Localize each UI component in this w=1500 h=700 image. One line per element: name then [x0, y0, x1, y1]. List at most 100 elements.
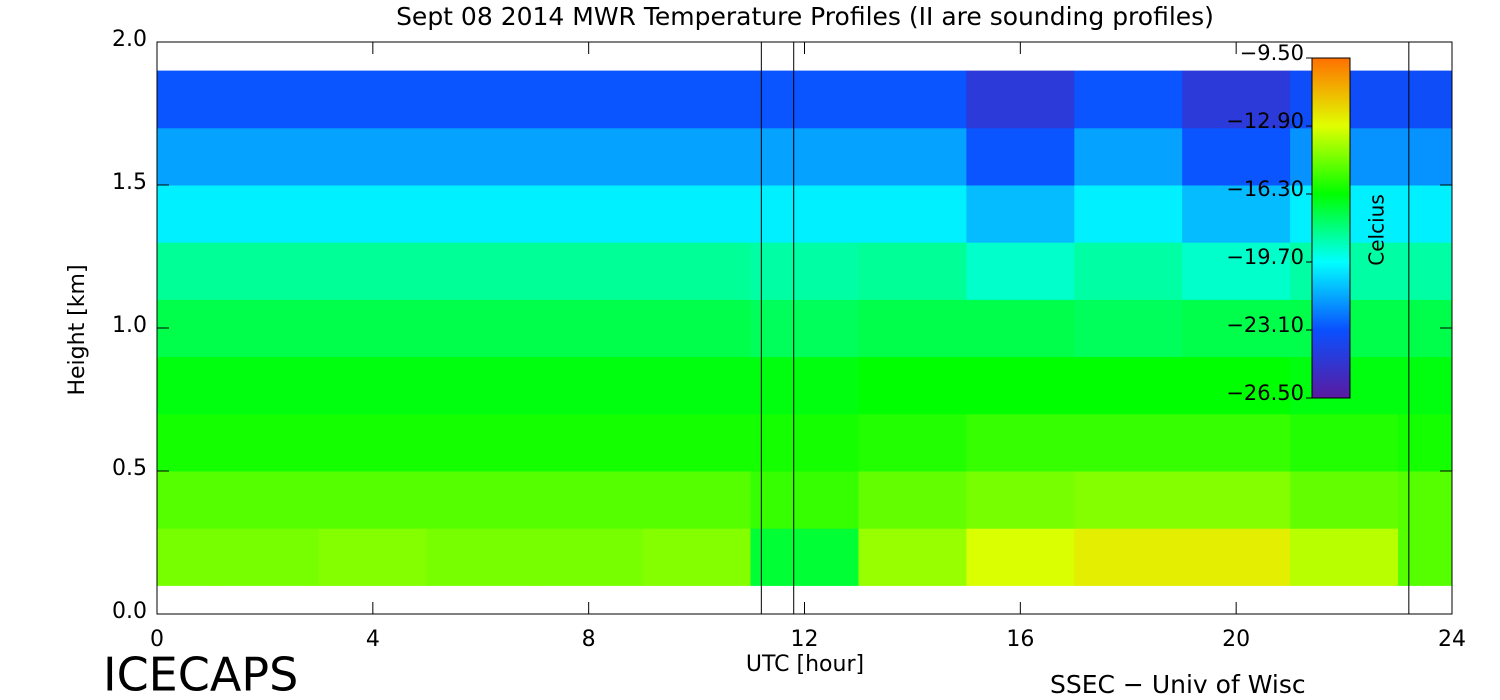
- heat-cell: [318, 299, 428, 358]
- heat-cell: [1398, 127, 1452, 186]
- heat-cell: [534, 127, 644, 186]
- heat-cell: [426, 185, 536, 243]
- heat-cell: [750, 185, 859, 243]
- x-tick-label: 12: [791, 627, 819, 652]
- footer-left: ICECAPS: [103, 648, 298, 700]
- heat-cell: [1398, 471, 1452, 529]
- heat-cell: [1182, 185, 1291, 243]
- heat-cell: [210, 242, 320, 300]
- heat-cell: [318, 185, 428, 243]
- heat-cell: [157, 185, 212, 243]
- heat-cell: [966, 528, 1075, 586]
- heat-cell: [157, 70, 212, 129]
- y-tick-label: 0.0: [112, 599, 147, 624]
- heat-cell: [210, 70, 320, 129]
- heat-cell: [642, 70, 752, 129]
- heat-cell: [426, 471, 536, 529]
- heat-cell: [642, 413, 752, 472]
- y-tick-label: 1.0: [112, 313, 147, 338]
- x-tick-label: 0: [150, 627, 164, 652]
- heat-cell: [210, 299, 320, 358]
- heat-cell: [750, 70, 859, 129]
- heat-cell: [966, 299, 1075, 358]
- heat-cell: [858, 127, 967, 186]
- heat-cell: [750, 471, 859, 529]
- heatmap: [157, 70, 1452, 586]
- heat-cell: [642, 356, 752, 415]
- heat-cell: [1074, 185, 1183, 243]
- heat-cell: [534, 413, 644, 472]
- heat-cell: [426, 528, 536, 586]
- heat-cell: [318, 413, 428, 472]
- heat-cell: [858, 471, 967, 529]
- heat-cell: [534, 356, 644, 415]
- heat-cell: [426, 413, 536, 472]
- heat-cell: [750, 356, 859, 415]
- heat-cell: [750, 528, 859, 586]
- heat-cell: [318, 471, 428, 529]
- heat-cell: [858, 413, 967, 472]
- heat-cell: [534, 70, 644, 129]
- heat-cell: [157, 242, 212, 300]
- heat-cell: [534, 528, 644, 586]
- heat-cell: [966, 127, 1075, 186]
- heat-cell: [966, 471, 1075, 529]
- heat-cell: [1398, 413, 1452, 472]
- heat-cell: [642, 185, 752, 243]
- heat-cell: [642, 471, 752, 529]
- heat-cell: [318, 356, 428, 415]
- heat-cell: [426, 70, 536, 129]
- heat-cell: [426, 299, 536, 358]
- heat-cell: [1182, 356, 1291, 415]
- x-tick-label: 4: [366, 627, 380, 652]
- heat-cell: [1182, 70, 1291, 129]
- heat-cell: [1074, 413, 1183, 472]
- heat-cell: [534, 242, 644, 300]
- heat-cell: [318, 242, 428, 300]
- heat-cell: [858, 185, 967, 243]
- heat-cell: [318, 70, 428, 129]
- y-axis-label: Height [km]: [65, 264, 90, 395]
- colorbar: [1311, 57, 1351, 399]
- heat-cell: [157, 528, 212, 586]
- heat-cell: [534, 299, 644, 358]
- y-tick-label: 1.5: [112, 170, 147, 195]
- heat-cell: [157, 356, 212, 415]
- heat-cell: [1182, 299, 1291, 358]
- heat-cell: [210, 127, 320, 186]
- heat-cell: [210, 471, 320, 529]
- heat-cell: [858, 356, 967, 415]
- heat-cell: [966, 356, 1075, 415]
- heat-cell: [157, 127, 212, 186]
- heat-cell: [642, 242, 752, 300]
- footer-right: SSEC − Univ of Wisc: [1050, 670, 1306, 699]
- heat-cell: [1074, 70, 1183, 129]
- x-tick-label: 20: [1222, 627, 1250, 652]
- heat-cell: [1074, 528, 1183, 586]
- heat-cell: [750, 127, 859, 186]
- heat-cell: [210, 185, 320, 243]
- heat-cell: [858, 299, 967, 358]
- heat-cell: [642, 299, 752, 358]
- heat-cell: [966, 413, 1075, 472]
- heat-cell: [1074, 299, 1183, 358]
- heat-cell: [1182, 413, 1291, 472]
- x-tick-label: 24: [1438, 627, 1466, 652]
- heat-cell: [1290, 528, 1399, 586]
- heat-cell: [1182, 242, 1291, 300]
- heat-cell: [642, 127, 752, 186]
- heat-cell: [318, 127, 428, 186]
- heat-cell: [210, 413, 320, 472]
- heat-cell: [1290, 471, 1399, 529]
- heat-cell: [750, 299, 859, 358]
- colorbar-label: Celcius: [1365, 194, 1389, 265]
- x-tick-label: 16: [1006, 627, 1034, 652]
- heat-cell: [157, 471, 212, 529]
- heat-cell: [157, 413, 212, 472]
- heat-cell: [966, 70, 1075, 129]
- heat-cell: [534, 185, 644, 243]
- heat-cell: [426, 242, 536, 300]
- colorbar-tick-label: −12.90: [1226, 109, 1304, 133]
